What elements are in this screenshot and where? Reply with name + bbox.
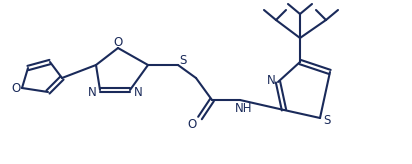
Text: O: O <box>12 82 21 94</box>
Text: S: S <box>323 113 331 126</box>
Text: N: N <box>133 85 143 99</box>
Text: N: N <box>88 85 96 99</box>
Text: NH: NH <box>235 102 253 114</box>
Text: O: O <box>187 119 197 132</box>
Text: O: O <box>113 35 123 49</box>
Text: S: S <box>179 54 187 68</box>
Text: N: N <box>267 73 275 86</box>
